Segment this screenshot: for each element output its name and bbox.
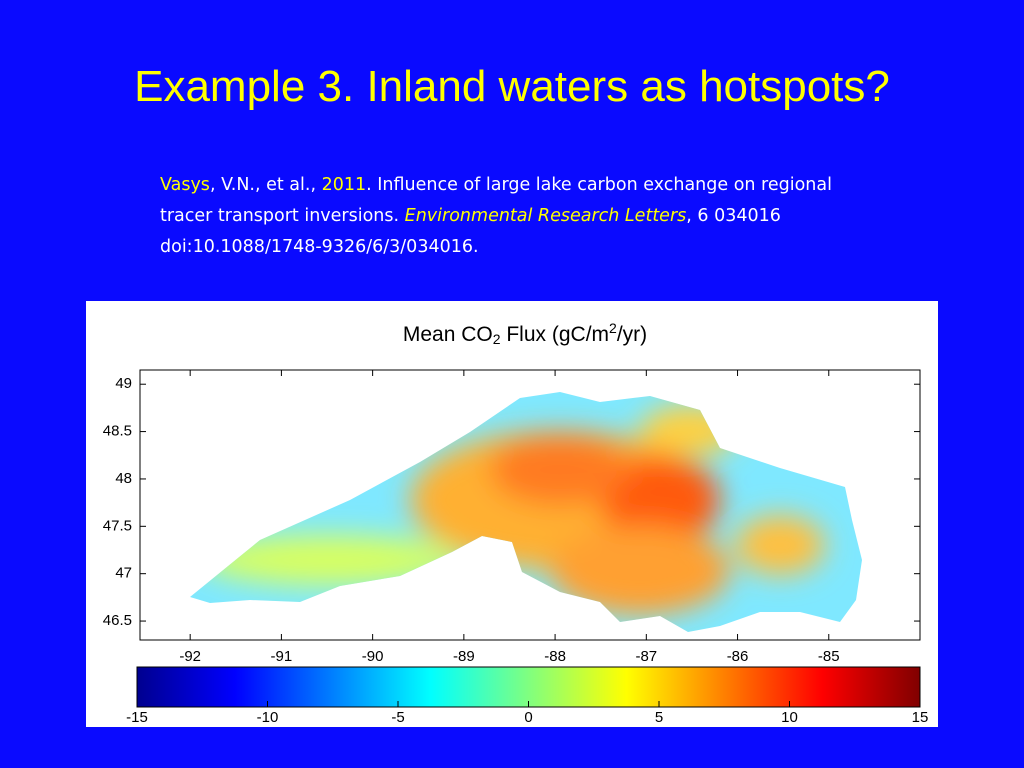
- year: 2011: [321, 175, 367, 195]
- citation: Vasys, V.N., et al., 2011. Influence of …: [160, 170, 880, 263]
- y-tick-label: 48.5: [103, 423, 132, 440]
- title-part: 2: [609, 320, 617, 336]
- colorbar: [136, 666, 921, 708]
- y-tick-label: 47: [115, 565, 132, 582]
- colorbar-tick-label: 5: [655, 709, 663, 726]
- x-tick-label: -89: [453, 648, 475, 665]
- y-tick-label: 47.5: [103, 517, 132, 534]
- colorbar-tick-label: -15: [126, 709, 148, 726]
- title-part: Flux (gC/m: [501, 323, 610, 346]
- x-tick-label: -88: [544, 648, 566, 665]
- x-tick-label: -87: [635, 648, 657, 665]
- colorbar-tick-label: 10: [781, 709, 798, 726]
- y-tick-label: 49: [115, 375, 132, 392]
- title-part: /yr): [617, 323, 647, 346]
- x-tick-label: -85: [818, 648, 840, 665]
- title-part: 2: [493, 331, 501, 347]
- title-part: Mean CO: [403, 323, 493, 346]
- author: Vasys: [160, 175, 210, 195]
- plot-frame: [139, 369, 921, 641]
- citation-text: . Influence of large lake carbon exchang…: [160, 175, 832, 226]
- citation-rest: , 6 034016 doi:10.1088/1748-9326/6/3/034…: [160, 206, 781, 257]
- x-tick-label: -92: [179, 648, 201, 665]
- colorbar-tick-label: -10: [257, 709, 279, 726]
- x-tick-label: -90: [362, 648, 384, 665]
- x-tick-label: -86: [727, 648, 749, 665]
- x-tick-label: -91: [271, 648, 293, 665]
- slide-title: Example 3. Inland waters as hotspots?: [134, 62, 890, 111]
- figure: Mean CO2 Flux (gC/m2/yr) -92 -91 -90 -89 -88…: [86, 301, 938, 727]
- colorbar-tick-label: 15: [912, 709, 929, 726]
- colorbar-tick-label: -5: [391, 709, 404, 726]
- journal: Environmental Research Letters: [404, 206, 687, 226]
- y-tick-label: 46.5: [103, 612, 132, 629]
- colorbar-tick-label: 0: [524, 709, 532, 726]
- chart-title: Mean CO2 Flux (gC/m2/yr): [403, 320, 647, 347]
- authors: , V.N., et al.,: [209, 175, 322, 195]
- y-tick-label: 48: [115, 470, 132, 487]
